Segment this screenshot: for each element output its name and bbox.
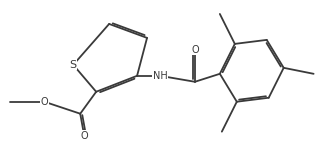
Text: NH: NH xyxy=(153,71,167,81)
Text: O: O xyxy=(191,45,199,55)
Text: S: S xyxy=(70,60,77,70)
Text: O: O xyxy=(40,97,48,107)
Text: O: O xyxy=(81,131,88,141)
